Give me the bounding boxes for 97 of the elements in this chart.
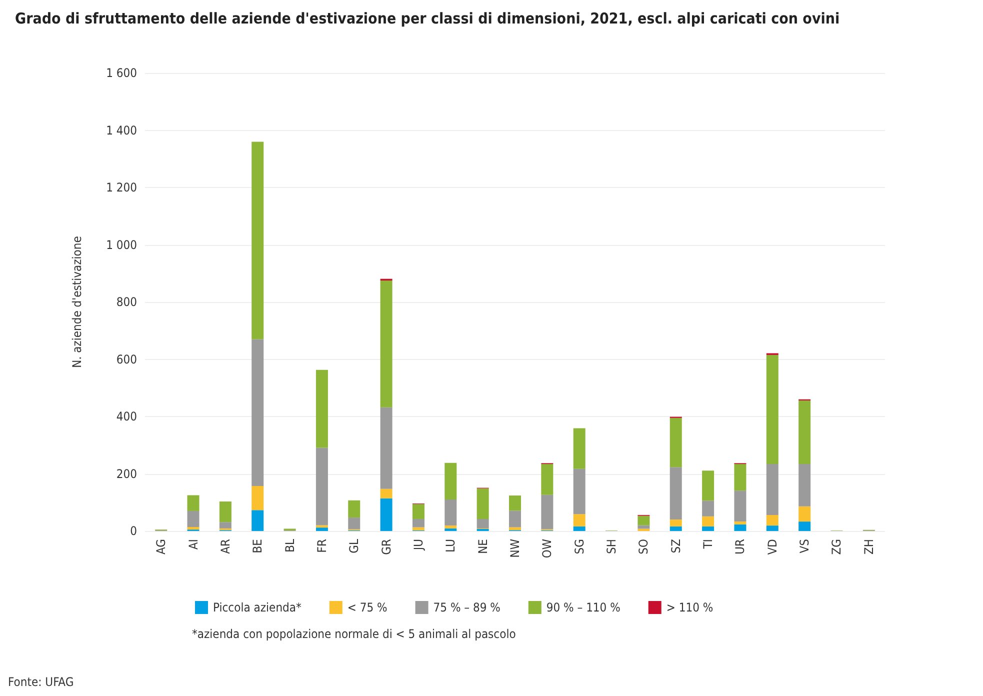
- y-tick-label: 1 200: [106, 180, 138, 194]
- y-tick-label: 1 600: [106, 66, 138, 80]
- bar: [702, 516, 714, 526]
- bar: [541, 464, 554, 495]
- x-tick-label: AR: [218, 538, 232, 554]
- bar: [734, 464, 746, 491]
- x-tick-label: NW: [508, 538, 522, 558]
- legend-label: 75 % – 89 %: [433, 600, 500, 614]
- bar: [573, 468, 586, 514]
- bar: [219, 522, 232, 528]
- bar: [348, 500, 360, 518]
- x-tick-label: SZ: [668, 539, 683, 554]
- bar: [766, 464, 778, 515]
- bar: [444, 462, 457, 500]
- bar: [573, 428, 586, 469]
- bar: [380, 498, 392, 531]
- chart-title: Grado di sfruttamento delle aziende d'estivazione per classi di dimensioni, 2021, escl. alpi caricati con ovini: [15, 10, 840, 28]
- bar: [380, 488, 392, 498]
- bar: [702, 500, 714, 516]
- y-axis-title: N. aziende d'estivazione: [70, 236, 84, 368]
- x-tick-label: JU: [411, 539, 426, 552]
- y-tick-label: 1 000: [106, 238, 138, 252]
- bar: [252, 339, 264, 486]
- bar: [316, 448, 328, 526]
- bar: [670, 418, 682, 468]
- y-tick-label: 1 400: [106, 123, 138, 138]
- bar: [509, 510, 521, 528]
- bar: [412, 518, 424, 528]
- bar: [187, 510, 200, 527]
- bar: [380, 407, 392, 489]
- bar: [734, 524, 746, 531]
- x-tick-label: ZH: [862, 539, 876, 555]
- bar: [766, 354, 778, 464]
- y-tick-label: 800: [116, 295, 138, 309]
- bar: [252, 142, 264, 340]
- bar: [252, 510, 264, 531]
- bar: [444, 526, 457, 528]
- x-tick-label: LU: [444, 539, 458, 552]
- text: *azienda con popolazione normale di < 5 animali al pascolo: [192, 627, 516, 641]
- source-note: Fonte: UFAG: [8, 675, 74, 689]
- legend-label: 90 % – 110 %: [546, 600, 620, 614]
- x-tick-label: SO: [636, 539, 651, 554]
- bar: [798, 464, 811, 506]
- x-tick-label: AG: [154, 539, 168, 555]
- legend-label: < 75 %: [347, 600, 388, 614]
- x-tick-label: SH: [604, 539, 619, 554]
- bar: [380, 280, 392, 408]
- bar: [798, 506, 811, 522]
- bar: [638, 516, 650, 526]
- x-tick-label: GL: [347, 539, 362, 554]
- bar: [573, 514, 586, 526]
- bar: [509, 496, 521, 511]
- bar: [444, 500, 457, 526]
- y-tick-label: 200: [116, 466, 138, 481]
- bar: [670, 467, 682, 520]
- bar: [766, 514, 778, 526]
- bar: [476, 518, 489, 528]
- bar: [252, 486, 264, 510]
- x-tick-label: OW: [540, 538, 554, 558]
- bar: [348, 518, 360, 530]
- bar: [766, 526, 778, 531]
- y-tick-label: 600: [116, 352, 138, 366]
- bar: [541, 494, 554, 530]
- bar: [670, 520, 682, 526]
- x-tick-label: VD: [765, 539, 780, 555]
- x-tick-label: UR: [733, 538, 748, 554]
- x-tick-label: GR: [379, 538, 394, 555]
- bar: [702, 470, 714, 501]
- bar: [734, 490, 746, 522]
- bar: [702, 526, 714, 531]
- bar: [734, 522, 746, 524]
- x-tick-label: BL: [282, 539, 297, 552]
- x-tick-label: FR: [314, 538, 329, 553]
- bar: [187, 526, 200, 530]
- bar: [316, 528, 328, 531]
- x-tick-label: TI: [701, 539, 716, 550]
- x-tick-label: ZG: [830, 539, 844, 555]
- y-tick-label: 0: [130, 524, 138, 538]
- bar: [444, 528, 457, 531]
- bar: [798, 522, 811, 531]
- x-tick-label: NE: [476, 538, 490, 554]
- x-tick-label: SG: [572, 539, 586, 554]
- y-tick-label: 400: [116, 410, 138, 424]
- legend-label: Piccola azienda*: [213, 600, 302, 614]
- bar: [798, 400, 811, 464]
- bar: [670, 526, 682, 531]
- bar: [316, 370, 328, 448]
- bar: [476, 488, 489, 519]
- bar: [412, 527, 424, 530]
- bar: [573, 526, 586, 531]
- legend-label: > 110 %: [666, 600, 714, 614]
- x-tick-label: BE: [250, 538, 265, 554]
- x-tick-label: AI: [186, 539, 200, 550]
- x-tick-label: VS: [798, 538, 812, 554]
- bar: [219, 502, 232, 522]
- bar: [187, 495, 200, 511]
- bar: [412, 504, 424, 519]
